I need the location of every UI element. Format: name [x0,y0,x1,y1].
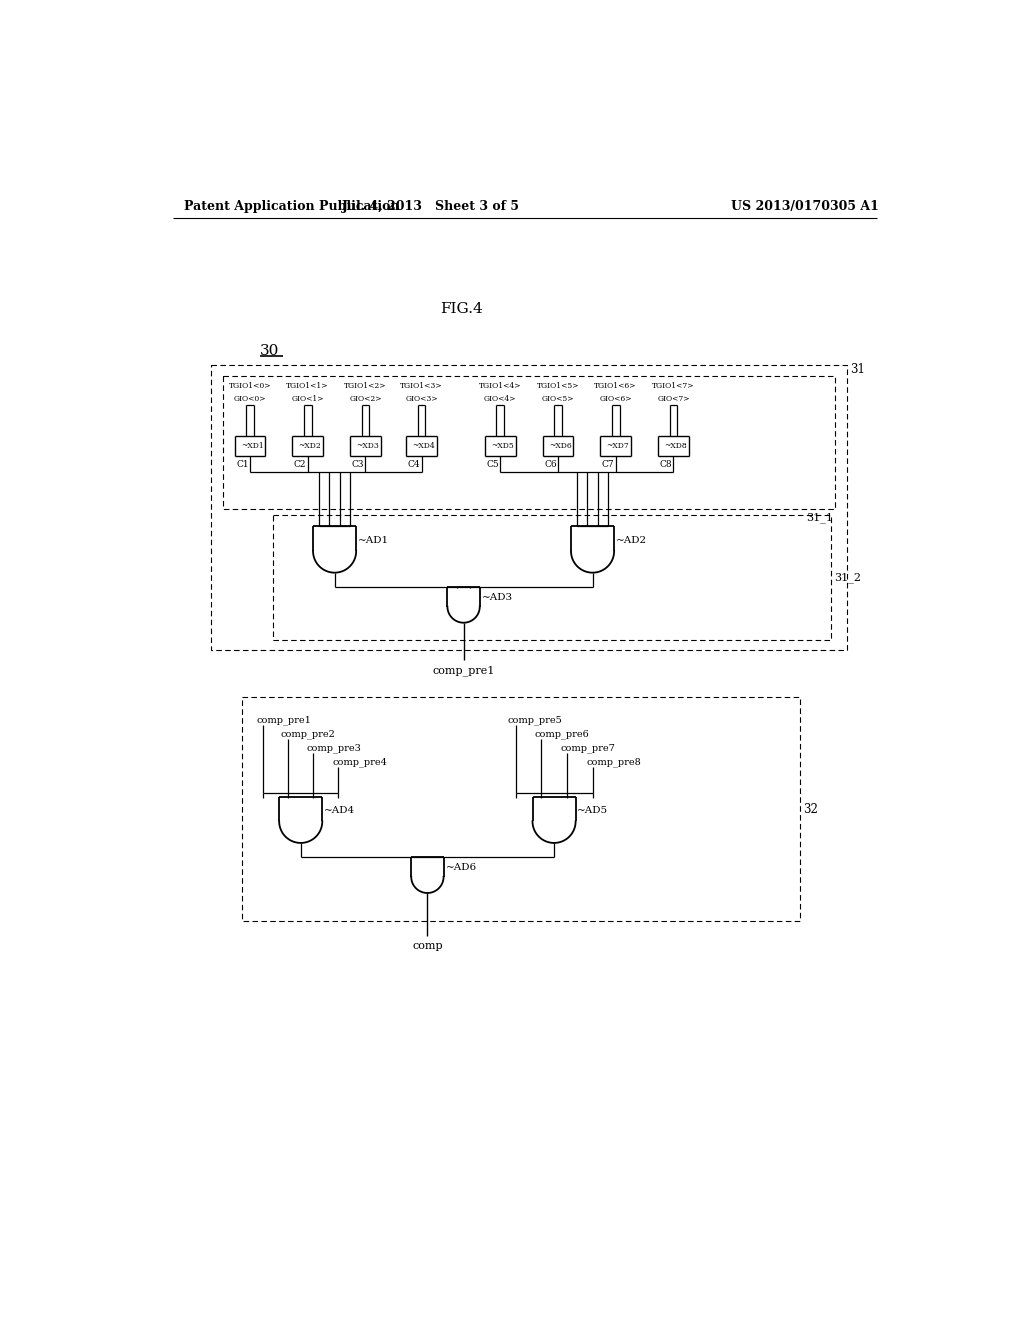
Text: comp_pre3: comp_pre3 [306,743,361,754]
Text: comp_pre4: comp_pre4 [333,758,387,767]
Text: GIO<5>: GIO<5> [542,395,574,403]
Text: TGIO1<0>: TGIO1<0> [228,383,271,391]
Text: GIO<2>: GIO<2> [349,395,382,403]
Text: ~XD8: ~XD8 [665,442,687,450]
Text: TGIO1<5>: TGIO1<5> [537,383,580,391]
Text: C3: C3 [351,461,365,470]
Text: Jul. 4, 2013   Sheet 3 of 5: Jul. 4, 2013 Sheet 3 of 5 [342,199,520,213]
Text: US 2013/0170305 A1: US 2013/0170305 A1 [731,199,879,213]
Text: C1: C1 [237,461,249,470]
Text: ~XD4: ~XD4 [413,442,435,450]
Text: TGIO1<6>: TGIO1<6> [594,383,637,391]
Text: C4: C4 [408,461,421,470]
Text: ~AD4: ~AD4 [324,807,355,814]
Text: ~AD2: ~AD2 [615,536,647,545]
Text: GIO<0>: GIO<0> [233,395,266,403]
Text: 31_1: 31_1 [806,512,833,523]
Text: TGIO1<4>: TGIO1<4> [479,383,521,391]
Text: ~XD6: ~XD6 [549,442,571,450]
Text: 31_2: 31_2 [835,572,861,582]
Text: ~AD6: ~AD6 [445,863,477,873]
Text: 30: 30 [260,345,280,358]
Text: ~AD5: ~AD5 [578,807,608,814]
Text: C6: C6 [544,461,557,470]
Text: comp_pre5: comp_pre5 [508,715,562,726]
Text: C5: C5 [486,461,499,470]
Text: ~XD2: ~XD2 [299,442,322,450]
Text: ~XD7: ~XD7 [606,442,630,450]
Text: comp_pre1: comp_pre1 [432,665,495,676]
Text: C7: C7 [602,461,614,470]
Text: ~AD1: ~AD1 [357,536,389,545]
Text: GIO<6>: GIO<6> [599,395,632,403]
Text: comp_pre7: comp_pre7 [560,743,615,754]
Text: 32: 32 [804,803,818,816]
Text: ~XD5: ~XD5 [492,442,514,450]
Text: ~XD3: ~XD3 [356,442,379,450]
Text: comp_pre8: comp_pre8 [587,758,641,767]
Text: Patent Application Publication: Patent Application Publication [184,199,400,213]
Text: C8: C8 [659,461,672,470]
Text: ~XD1: ~XD1 [241,442,263,450]
Text: comp_pre2: comp_pre2 [281,730,336,739]
Text: FIG.4: FIG.4 [440,301,483,315]
Text: comp_pre6: comp_pre6 [535,730,589,739]
Text: TGIO1<2>: TGIO1<2> [344,383,387,391]
Text: TGIO1<3>: TGIO1<3> [400,383,443,391]
Text: ~AD3: ~AD3 [482,593,513,602]
Text: 31: 31 [850,363,864,376]
Text: comp_pre1: comp_pre1 [256,715,311,726]
Text: GIO<4>: GIO<4> [484,395,516,403]
Text: TGIO1<1>: TGIO1<1> [287,383,329,391]
Text: GIO<1>: GIO<1> [292,395,324,403]
Text: GIO<3>: GIO<3> [406,395,438,403]
Text: C2: C2 [294,461,306,470]
Text: GIO<7>: GIO<7> [657,395,689,403]
Text: TGIO1<7>: TGIO1<7> [652,383,694,391]
Text: comp: comp [412,941,442,950]
